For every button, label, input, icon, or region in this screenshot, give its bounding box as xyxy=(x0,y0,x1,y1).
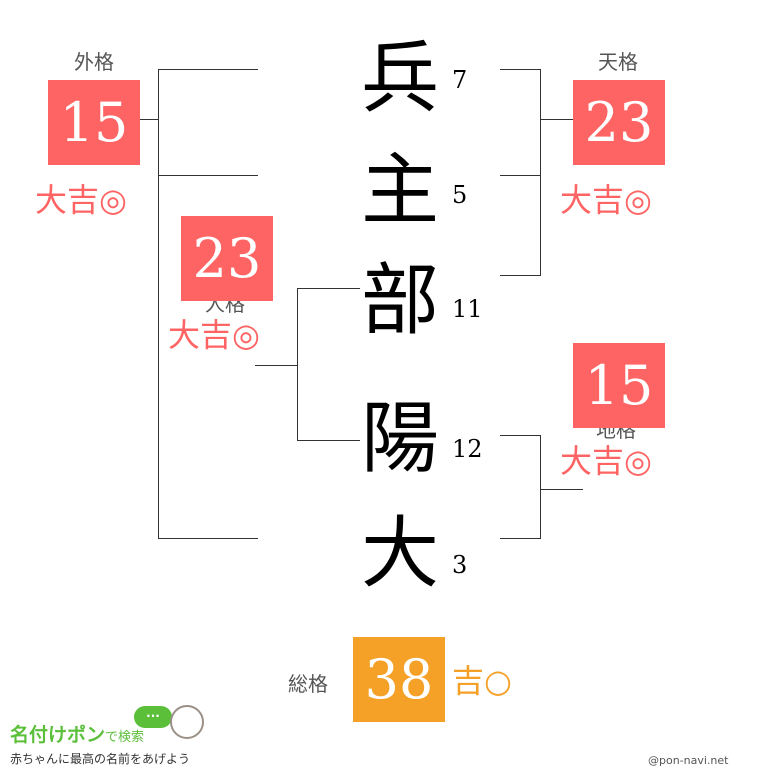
name-char: 部 xyxy=(360,256,439,346)
speech-bubble-icon: ... xyxy=(134,706,172,728)
bracket-line xyxy=(540,435,541,539)
logo-main: 名付けポン xyxy=(10,724,106,746)
bracket-line xyxy=(158,538,258,539)
bracket-line xyxy=(500,435,540,436)
chikaku-fortune: 大吉◎ xyxy=(560,442,652,480)
bracket-line xyxy=(297,288,298,440)
footer-logo[interactable]: 名付けポンで検索 xyxy=(10,720,144,747)
stroke-count: 5 xyxy=(452,181,468,209)
gaikaku-label: 外格 xyxy=(74,50,114,74)
chikaku-value: 15 xyxy=(573,343,665,428)
bracket-line xyxy=(500,175,540,176)
name-char: 大 xyxy=(360,509,439,599)
footer-tagline: 赤ちゃんに最高の名前をあげよう xyxy=(10,752,191,766)
bracket-line xyxy=(158,175,258,176)
gaikaku-value: 15 xyxy=(48,80,140,165)
tenkaku-label: 天格 xyxy=(598,50,638,74)
bracket-line xyxy=(540,489,583,490)
jinkaku-value: 23 xyxy=(181,216,273,301)
name-char: 兵 xyxy=(360,34,439,124)
bracket-line xyxy=(500,69,540,70)
bracket-line xyxy=(297,440,360,441)
bracket-line xyxy=(140,119,158,120)
logo-sub: で検索 xyxy=(105,730,145,745)
bracket-line xyxy=(540,69,541,276)
bracket-line xyxy=(500,275,540,276)
tenkaku-fortune: 大吉◎ xyxy=(560,181,652,219)
soukaku-label: 総格 xyxy=(288,672,328,696)
stroke-count: 3 xyxy=(452,551,468,579)
bracket-line xyxy=(158,69,258,70)
name-char: 陽 xyxy=(360,394,439,484)
bracket-line xyxy=(500,538,540,539)
bubble-dots: ... xyxy=(146,706,160,720)
footer-credit: @pon-navi.net xyxy=(648,754,729,767)
stroke-count: 12 xyxy=(452,435,483,463)
gaikaku-fortune: 大吉◎ xyxy=(35,181,127,219)
jinkaku-fortune: 大吉◎ xyxy=(168,316,260,354)
bracket-line xyxy=(297,288,360,289)
baby-face-icon xyxy=(170,705,204,739)
soukaku-value: 38 xyxy=(353,637,445,722)
stroke-count: 11 xyxy=(452,295,483,323)
bracket-line xyxy=(255,365,297,366)
bracket-line xyxy=(540,119,573,120)
stroke-count: 7 xyxy=(452,66,468,94)
tenkaku-value: 23 xyxy=(573,80,665,165)
bracket-line xyxy=(158,69,159,539)
name-char: 主 xyxy=(360,146,439,236)
soukaku-fortune: 吉○ xyxy=(452,662,512,700)
